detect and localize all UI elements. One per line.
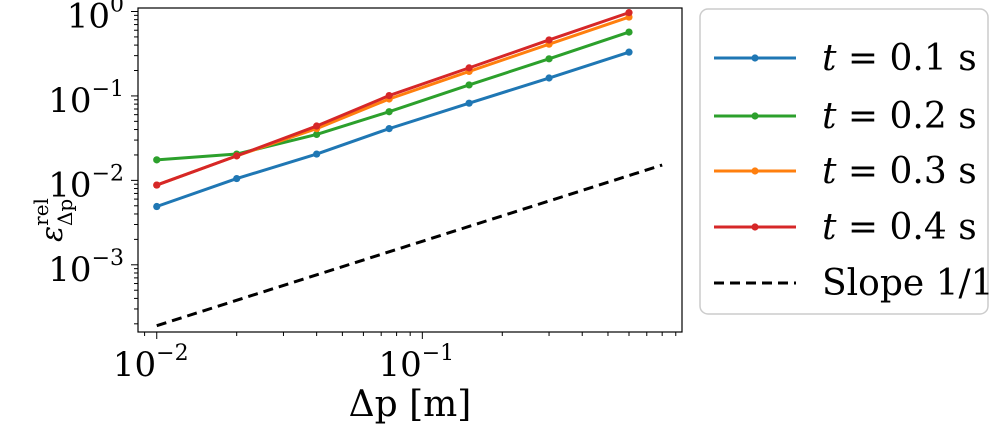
- data-point: [625, 48, 633, 56]
- legend-entry-4: t = 0.4 s: [714, 207, 977, 248]
- series-line: [156, 30, 630, 162]
- data-point: [153, 181, 161, 189]
- legend-label: t = 0.3 s: [822, 151, 977, 192]
- y-tick-label: 100: [67, 0, 124, 36]
- x-axis-label: Δp [m]: [349, 384, 472, 425]
- series-3: [153, 13, 633, 189]
- legend-entry-2: t = 0.2 s: [714, 96, 977, 137]
- data-point: [313, 150, 321, 158]
- data-point: [545, 55, 553, 63]
- reference-slope-line: [156, 163, 663, 328]
- data-point: [465, 99, 473, 107]
- y-tick-label: 10−1: [48, 77, 124, 121]
- data-point: [545, 74, 553, 82]
- plot-frame: [137, 7, 683, 333]
- data-point: [385, 91, 393, 100]
- data-point: [545, 36, 553, 44]
- plot-area: [137, 7, 683, 333]
- x-tick-label: 10−2: [113, 341, 189, 385]
- legend-marker: [751, 112, 759, 120]
- data-point: [313, 130, 321, 139]
- y-axis-label-sub: Δp: [53, 199, 77, 226]
- legend-label: Slope 1/1: [822, 263, 994, 304]
- series-1: [153, 48, 633, 211]
- legend-entry-3: t = 0.3 s: [714, 151, 977, 192]
- data-point: [625, 9, 633, 17]
- legend-label: t = 0.4 s: [822, 207, 977, 248]
- legend-marker: [751, 54, 759, 62]
- series-line: [156, 50, 630, 208]
- y-tick-label: 10−3: [48, 246, 124, 290]
- reference-line-layer: [156, 163, 663, 328]
- y-tick-label: 10−2: [48, 161, 124, 205]
- y-axis-label: εrelΔp: [29, 198, 77, 242]
- legend-entry-1: t = 0.1 s: [714, 38, 977, 79]
- series-layer: [153, 9, 633, 211]
- series-2: [153, 28, 633, 164]
- axis-ticks: 10−2 10−1 10−3 10−2 10−1 100: [48, 0, 677, 385]
- data-point: [625, 28, 633, 36]
- data-point: [465, 81, 473, 89]
- data-point: [233, 174, 241, 183]
- data-point: [465, 64, 473, 72]
- data-point: [385, 108, 393, 116]
- legend-frame: [699, 8, 989, 315]
- legend-label: t = 0.2 s: [822, 96, 977, 137]
- legend-marker: [751, 223, 759, 231]
- data-point: [153, 156, 161, 164]
- y-axis-label-sup: rel: [29, 198, 53, 226]
- x-tick-label: 10−1: [378, 341, 454, 385]
- legend-marker: [751, 167, 759, 175]
- data-point: [385, 125, 393, 133]
- y-axis-label-main: ε: [35, 226, 70, 242]
- series-4: [153, 9, 633, 189]
- legend-label: t = 0.1 s: [822, 38, 977, 79]
- legend: t = 0.1 s t = 0.2 s t = 0.3 s t = 0.4 s Slop…: [699, 8, 994, 315]
- legend-entry-reference: Slope 1/1: [714, 263, 994, 304]
- data-point: [313, 122, 321, 130]
- data-point: [233, 152, 241, 160]
- svg-text:εrelΔp: εrelΔp: [29, 198, 77, 242]
- data-point: [153, 202, 161, 211]
